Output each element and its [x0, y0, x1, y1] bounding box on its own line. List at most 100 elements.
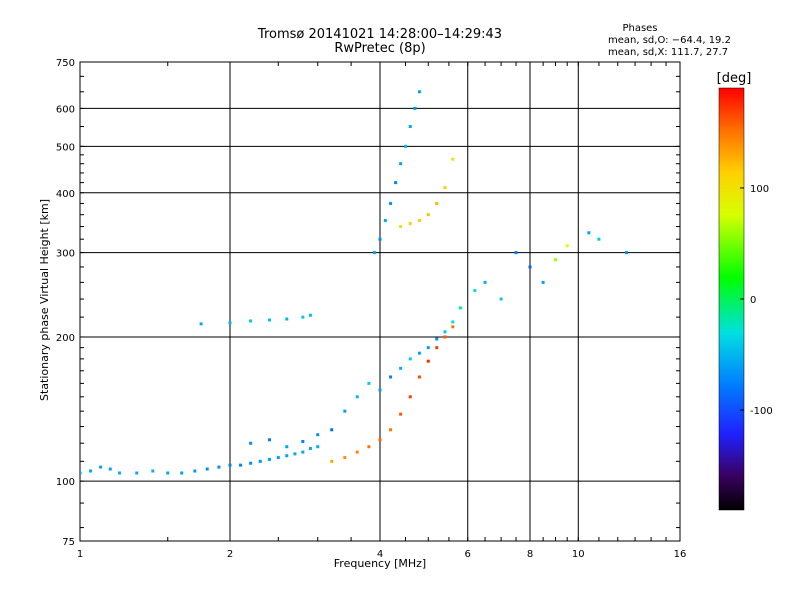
data-point — [399, 225, 403, 229]
data-point — [443, 330, 447, 334]
data-point — [249, 319, 253, 323]
data-point — [267, 318, 271, 322]
data-point — [553, 258, 557, 262]
data-point — [276, 456, 280, 460]
data-point — [293, 452, 297, 456]
data-point — [408, 125, 412, 129]
colorbar-ticks: 100 0 -100 — [740, 184, 773, 417]
data-point — [408, 395, 412, 399]
y-tick-label: 400 — [56, 189, 75, 200]
data-point — [217, 465, 221, 469]
chart-title: Tromsø 20141021 14:28:00–14:29:43 — [257, 27, 502, 42]
data-point — [166, 471, 170, 475]
data-point — [108, 467, 112, 471]
y-tick-label: 600 — [56, 104, 75, 115]
x-axis-label: Frequency [MHz] — [334, 557, 426, 570]
x-tick-label: 8 — [527, 549, 533, 560]
data-point — [135, 471, 139, 475]
data-point — [267, 438, 271, 442]
data-point — [408, 357, 412, 361]
data-point — [483, 280, 487, 284]
data-point — [389, 201, 393, 205]
x-tick-label: 10 — [572, 549, 585, 560]
data-point — [285, 454, 289, 458]
data-point — [408, 222, 412, 226]
data-point — [343, 456, 347, 460]
x-tick-label: 16 — [674, 549, 687, 560]
data-point — [249, 461, 253, 465]
x-tick-label: 6 — [465, 549, 471, 560]
colorbar-tick-label: 100 — [750, 184, 769, 195]
data-point — [151, 469, 155, 473]
y-tick-label: 200 — [56, 333, 75, 344]
data-point — [316, 433, 320, 437]
colorbar-label: [deg] — [717, 71, 752, 86]
data-point — [443, 186, 447, 190]
data-point — [205, 467, 209, 471]
data-point — [514, 251, 518, 255]
data-point — [308, 446, 312, 450]
data-point — [451, 325, 455, 329]
data-point — [499, 297, 503, 301]
data-point — [285, 317, 289, 321]
y-tick-label: 500 — [56, 142, 75, 153]
data-point — [399, 366, 403, 370]
data-point — [426, 213, 430, 217]
x-tick-label: 4 — [377, 549, 383, 560]
y-tick-label: 100 — [56, 477, 75, 488]
data-point — [435, 337, 439, 341]
data-point — [389, 375, 393, 379]
data-point — [301, 315, 305, 319]
y-axis: 75 100 200 300 400 500 600 750 — [56, 58, 680, 548]
data-points — [80, 90, 629, 475]
y-tick-label: 750 — [56, 58, 75, 69]
data-point — [367, 381, 371, 385]
data-point — [435, 201, 439, 205]
data-point — [301, 440, 305, 444]
data-point — [587, 231, 591, 235]
data-point — [228, 321, 232, 325]
data-point — [625, 251, 629, 255]
y-axis-label: Stationary phase Virtual Height [km] — [38, 199, 51, 401]
data-point — [417, 219, 421, 223]
data-point — [565, 244, 569, 248]
phases-x-stats: mean, sd,X: 111.7, 27.7 — [608, 47, 728, 58]
data-point — [228, 463, 232, 467]
data-point — [403, 144, 407, 148]
data-point — [193, 469, 197, 473]
data-point — [383, 219, 387, 223]
x-tick-label: 2 — [227, 549, 233, 560]
data-point — [285, 445, 289, 449]
y-tick-label: 300 — [56, 249, 75, 260]
data-point — [378, 438, 382, 442]
data-point — [199, 322, 203, 326]
data-point — [355, 450, 359, 454]
data-point — [451, 157, 455, 161]
data-point — [258, 459, 262, 463]
data-point — [89, 469, 93, 473]
data-point — [597, 237, 601, 241]
data-point — [330, 428, 334, 432]
x-tick-label: 1 — [77, 549, 83, 560]
data-point — [301, 450, 305, 454]
data-point — [180, 471, 184, 475]
data-point — [343, 409, 347, 413]
y-tick-label: 75 — [62, 537, 75, 548]
x-axis: 1 2 4 6 8 10 16 — [77, 62, 687, 560]
data-point — [80, 471, 82, 475]
data-point — [239, 463, 243, 467]
data-point — [267, 457, 271, 461]
data-point — [443, 335, 447, 339]
grid-lines — [80, 62, 680, 541]
data-point — [417, 90, 421, 94]
data-point — [99, 465, 103, 469]
colorbar-tick-label: -100 — [750, 406, 773, 417]
data-point — [373, 251, 377, 255]
data-point — [308, 313, 312, 317]
data-point — [426, 346, 430, 350]
data-point — [249, 441, 253, 445]
data-point — [426, 359, 430, 363]
data-point — [367, 445, 371, 449]
phases-o-stats: mean, sd,O: −64.4, 19.2 — [608, 35, 731, 46]
